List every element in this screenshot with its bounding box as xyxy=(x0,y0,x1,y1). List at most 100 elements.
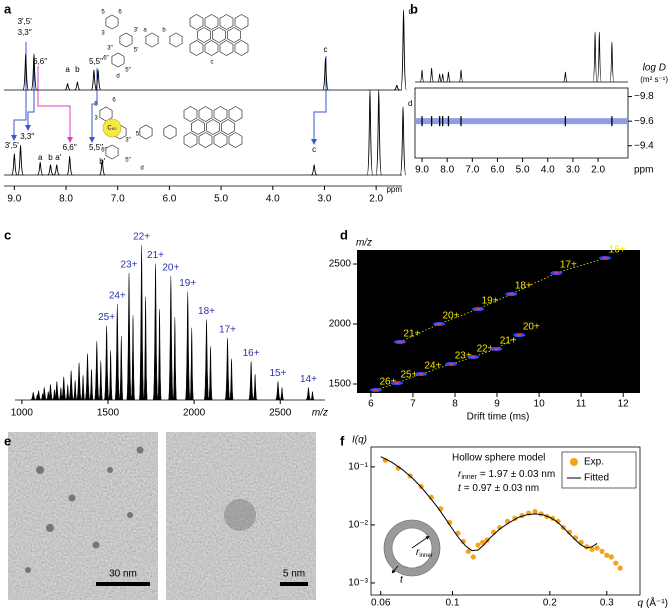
ring xyxy=(212,27,226,43)
ring xyxy=(198,106,213,122)
atom-label: 6′′ xyxy=(101,148,107,154)
x-tick-label: 5.0 xyxy=(516,165,530,176)
charge-label: 26+ xyxy=(379,377,396,388)
nmr-peak xyxy=(399,106,407,176)
charge-label: 22+ xyxy=(133,232,150,243)
charge-label: 24+ xyxy=(109,291,126,302)
peak-label: 5,5′′ xyxy=(89,143,104,152)
tem-images xyxy=(8,432,316,600)
nmr-peak xyxy=(22,53,29,91)
ion-spot-core xyxy=(418,373,424,376)
exp-point xyxy=(465,548,471,554)
arrow xyxy=(11,42,27,141)
inset-thickness-label: t xyxy=(400,575,404,586)
atom-label: 5′′ xyxy=(125,158,131,164)
ring xyxy=(119,32,133,48)
diffusion-band xyxy=(416,118,627,125)
nmr-peak xyxy=(596,31,602,83)
ring xyxy=(145,32,159,48)
exp-point xyxy=(566,529,573,535)
panel-letter: f xyxy=(340,433,345,448)
ring xyxy=(111,52,125,68)
nmr-peak xyxy=(37,161,44,176)
arrow xyxy=(25,56,35,131)
ms-peak xyxy=(114,303,124,401)
charge-label: 20+ xyxy=(443,311,460,322)
particles xyxy=(25,446,256,573)
ring xyxy=(139,124,153,140)
peak-label: 3′,5′ xyxy=(18,17,33,26)
x-tick-label: 9 xyxy=(494,399,500,410)
ring xyxy=(228,132,243,148)
ms-peak xyxy=(103,325,113,401)
scale-bar xyxy=(280,582,308,586)
peak-label: d xyxy=(408,99,412,108)
exp-point xyxy=(460,538,466,544)
exp-point xyxy=(578,539,584,545)
y-axis-label: m/z xyxy=(356,238,372,249)
x-tick-label: 9.0 xyxy=(7,194,21,205)
trend-line xyxy=(399,257,606,343)
nmr-peak xyxy=(393,84,400,91)
exp-point xyxy=(490,529,497,535)
x-tick-label: 12 xyxy=(618,399,630,410)
x-axis-unit: (Å⁻¹) xyxy=(646,596,668,609)
ms-peak xyxy=(138,244,148,401)
atom-label: a xyxy=(143,28,147,34)
ring xyxy=(189,40,204,56)
x-tick-label: 0.2 xyxy=(543,598,557,609)
fitted-curve xyxy=(380,456,598,552)
subscript: inner xyxy=(461,474,477,481)
y-tick-label: −9.6 xyxy=(634,116,654,127)
x-tick-label: 4.0 xyxy=(266,194,280,205)
exp-point xyxy=(428,494,434,500)
exp-point xyxy=(447,519,453,526)
assignment-arrows xyxy=(11,42,327,145)
atom-label: 3 xyxy=(94,116,98,122)
ring xyxy=(213,106,228,122)
x-tick-label: 10 xyxy=(534,399,546,410)
x-tick-label: 2500 xyxy=(269,408,292,419)
x-tick-label: 8 xyxy=(452,399,458,410)
ring xyxy=(197,27,211,43)
x-axis-symbol: q xyxy=(637,598,643,609)
x-tick-label: 6.0 xyxy=(491,165,505,176)
ms-peak xyxy=(203,319,213,401)
peak-label: 3,3′′ xyxy=(20,132,35,141)
exp-point xyxy=(604,552,610,558)
ms-peak xyxy=(275,381,285,401)
charge-label: 16+ xyxy=(609,245,626,256)
exp-point xyxy=(470,554,476,560)
guest-sphere xyxy=(102,118,122,138)
guest-label: C₆₀ xyxy=(107,126,117,132)
legend-label: Fitted xyxy=(584,473,609,484)
atom-label: 6 xyxy=(112,98,116,104)
nmr-peak xyxy=(74,81,81,91)
x-tick-label: 0.06 xyxy=(371,598,391,609)
atom-label: b xyxy=(162,28,166,34)
y-tick-label: 2500 xyxy=(329,259,352,270)
ms-peak xyxy=(84,353,94,401)
exp-point xyxy=(475,542,481,548)
x-tick-label: 0.3 xyxy=(600,598,614,609)
model-thickness: t = 0.97 ± 0.03 nm xyxy=(458,483,539,494)
charge-label: 25+ xyxy=(98,312,115,323)
y-tick-label: 10⁻¹ xyxy=(348,462,368,473)
nmr-peak xyxy=(429,67,434,83)
ring xyxy=(219,14,234,30)
peak-label: 3′,5′ xyxy=(5,141,20,150)
charge-label: 19+ xyxy=(179,278,196,289)
charge-label: 24+ xyxy=(424,361,441,372)
radius-arrow xyxy=(411,535,430,549)
charge-label: 16+ xyxy=(243,348,260,359)
atom-label: 5′ xyxy=(136,132,141,138)
panel-letter: e xyxy=(4,433,11,448)
charge-label: 18+ xyxy=(515,281,532,292)
peak-label: 6,6′′ xyxy=(33,57,48,66)
exp-point xyxy=(608,554,614,560)
value: = 0.97 ± 0.03 nm xyxy=(464,483,539,494)
nmr-peak xyxy=(446,71,451,83)
exp-point xyxy=(589,546,595,552)
charge-label: 21+ xyxy=(147,250,164,261)
